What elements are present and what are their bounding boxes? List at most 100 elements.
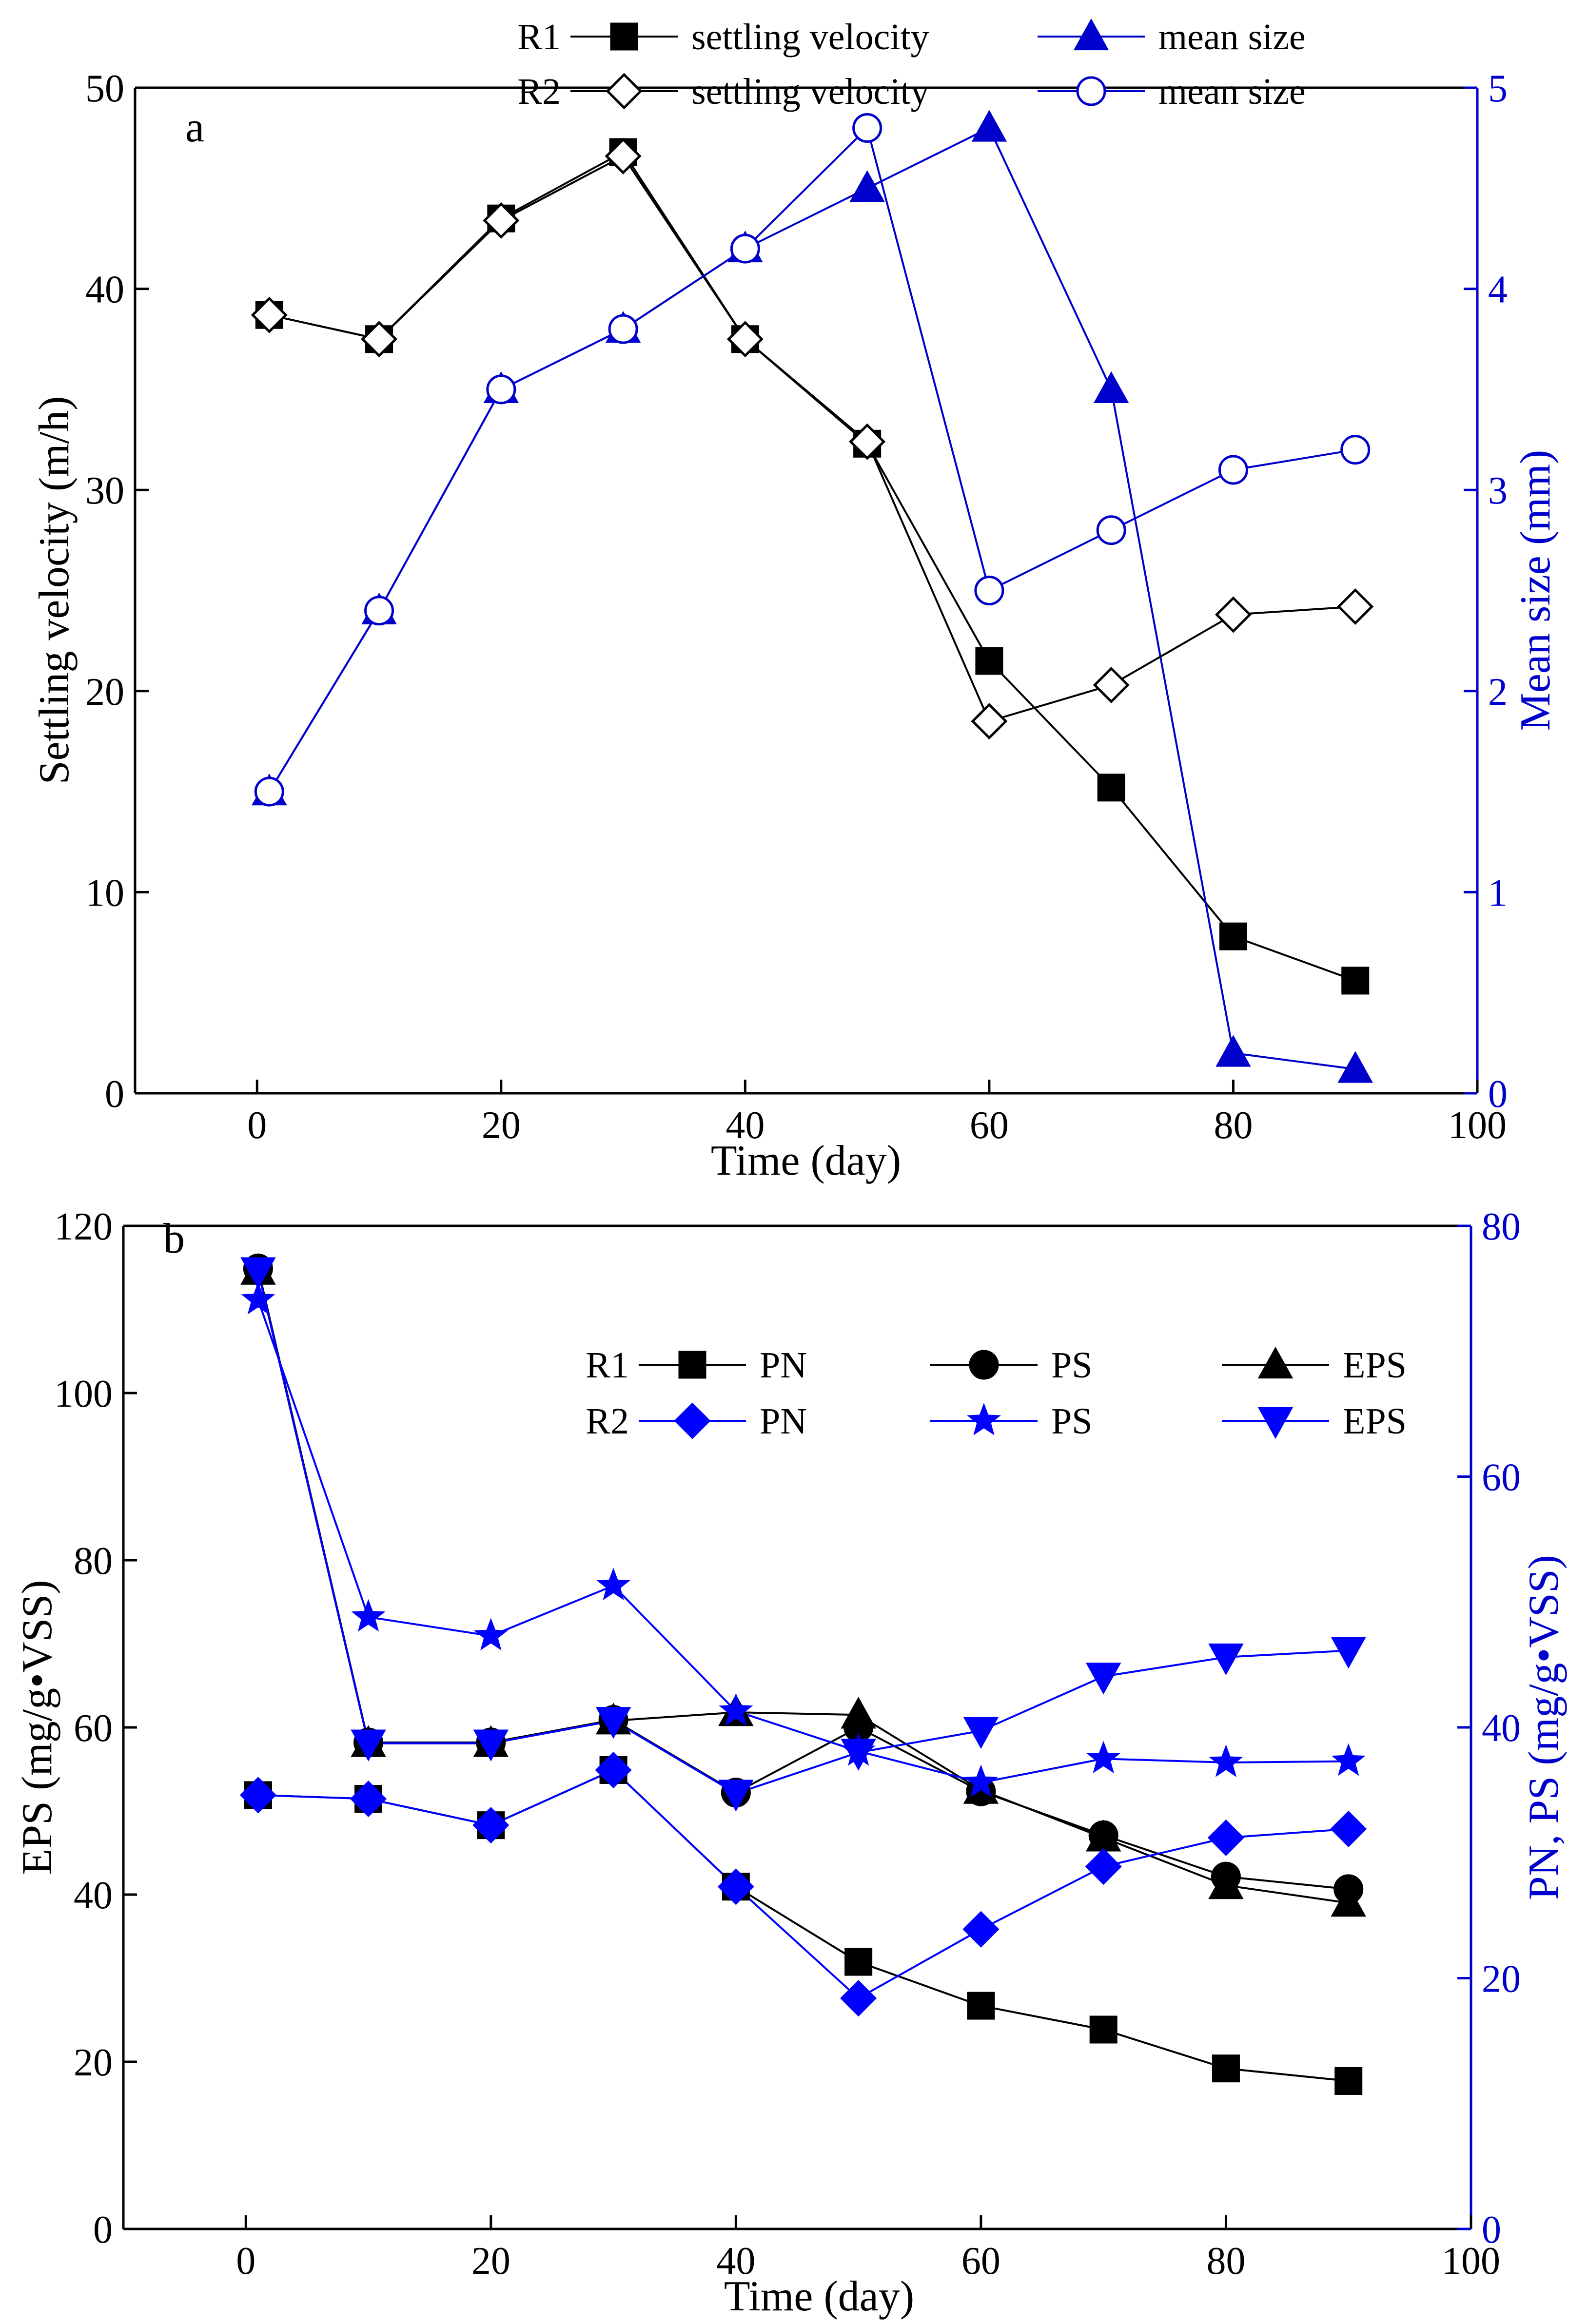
panel-b-xlabel: Time (day) — [724, 2273, 914, 2320]
b-ytick-label: 0 — [93, 2208, 113, 2251]
a-series-line-2 — [269, 155, 1355, 723]
panel-a-y2label: Mean size (mm) — [1512, 450, 1559, 731]
b-series-4-point — [241, 1281, 275, 1315]
panel-b-legend: R1 PN PS EPS R2 PN PS EPS — [586, 1345, 1407, 1442]
b-ytick-label: 100 — [54, 1373, 113, 1415]
b-legend-label: PN — [760, 1401, 807, 1442]
a-series-1-point — [1093, 371, 1129, 403]
b-legend-label: EPS — [1343, 1401, 1407, 1442]
a-series-2-point — [361, 321, 398, 358]
a-series-3-point — [1096, 515, 1126, 545]
b-series-3-point — [595, 1751, 632, 1789]
b-series-5-point — [351, 1729, 386, 1762]
b-legend-marker — [1257, 1346, 1294, 1379]
b-series-line-5 — [257, 1271, 1349, 1795]
b-series-3-point — [472, 1807, 510, 1844]
b-series-5-point — [841, 1739, 876, 1771]
a-series-1-point — [1337, 1051, 1373, 1083]
b-series-5-point — [1085, 1663, 1121, 1695]
b-series-3-point — [840, 1980, 877, 2017]
a-series-2-point — [849, 423, 886, 460]
a-ytick-label: 0 — [105, 1073, 124, 1116]
a-y2tick-label: 0 — [1488, 1073, 1508, 1116]
b-legend-marker — [1257, 1407, 1294, 1439]
b-legend-label: PS — [1051, 1345, 1093, 1386]
a-xtick-label: 0 — [247, 1104, 267, 1147]
b-legend-label: EPS — [1343, 1345, 1407, 1386]
b-ytick-label: 120 — [54, 1205, 113, 1248]
a-legend-label: settling velocity — [691, 71, 929, 112]
panel-b-letter: b — [163, 1215, 185, 1262]
a-series-2-point — [1337, 588, 1374, 625]
a-series-0-point — [1219, 922, 1247, 950]
a-series-2-point — [726, 321, 764, 358]
b-series-3-point — [350, 1781, 387, 1818]
b-xtick-label: 0 — [236, 2240, 255, 2283]
a-series-2-point — [483, 202, 520, 239]
a-ytick-label: 40 — [85, 269, 124, 311]
b-series-0-point — [1212, 2054, 1240, 2083]
panel-b-y2label: PN, PS (mg/g•VSS) — [1520, 1555, 1568, 1900]
a-xtick-label: 40 — [725, 1104, 765, 1147]
b-y2tick-label: 40 — [1482, 1707, 1521, 1750]
a-series-1-point — [849, 170, 885, 202]
a-legend-marker — [610, 22, 638, 51]
b-xtick-label: 100 — [1442, 2240, 1500, 2283]
a-legend-group-label: R2 — [517, 71, 561, 112]
b-series-3-point — [962, 1911, 1000, 1948]
a-ytick-label: 10 — [85, 872, 124, 914]
b-legend-marker — [969, 1350, 999, 1380]
b-series-5-point — [963, 1717, 999, 1749]
a-y2tick-label: 2 — [1488, 671, 1508, 714]
b-series-5-point — [473, 1729, 509, 1762]
a-y2tick-label: 3 — [1488, 469, 1508, 512]
b-y2tick-label: 0 — [1482, 2208, 1501, 2251]
b-legend-marker — [966, 1403, 1001, 1435]
b-y2tick-label: 80 — [1482, 1205, 1521, 1248]
b-y2tick-label: 20 — [1482, 1958, 1521, 2001]
b-legend-group-label: R2 — [586, 1401, 629, 1442]
a-series-line-3 — [268, 126, 1356, 793]
b-legend-marker — [678, 1351, 706, 1379]
b-y2tick-label: 60 — [1482, 1456, 1521, 1499]
a-legend-marker — [1073, 18, 1109, 51]
b-xtick-label: 60 — [961, 2240, 1000, 2283]
a-series-3-point — [254, 776, 284, 807]
a-series-3-point — [730, 233, 760, 264]
a-series-2-point — [251, 296, 288, 333]
b-series-2-point — [1208, 1867, 1244, 1899]
a-y2tick-label: 1 — [1488, 872, 1508, 914]
b-series-4-point — [963, 1764, 998, 1798]
a-y2tick-label: 5 — [1488, 67, 1508, 110]
a-legend-marker — [606, 73, 643, 110]
a-series-2-point — [971, 703, 1008, 740]
b-ytick-label: 80 — [74, 1540, 113, 1583]
a-y2tick-label: 4 — [1488, 269, 1508, 311]
b-series-5-point — [1331, 1637, 1366, 1669]
b-series-3-point — [1085, 1848, 1122, 1885]
b-ytick-label: 20 — [74, 2041, 113, 2084]
b-series-4-point — [473, 1618, 508, 1651]
a-xtick-label: 20 — [482, 1104, 521, 1147]
b-series-5-point — [240, 1257, 276, 1289]
panel-a-xlabel: Time (day) — [711, 1137, 901, 1184]
b-xtick-label: 20 — [471, 2240, 510, 2283]
a-series-3-point — [1340, 435, 1371, 465]
a-legend-marker — [1076, 76, 1106, 106]
b-ytick-label: 60 — [74, 1707, 113, 1750]
a-series-1-point — [1216, 1035, 1251, 1067]
b-series-0-point — [1089, 2015, 1117, 2044]
b-series-3-point — [1207, 1819, 1244, 1856]
b-series-3-point — [239, 1777, 276, 1814]
panel-a-legend: R1 settling velocity mean size R2 settling v… — [517, 17, 1305, 112]
b-series-4-point — [1209, 1744, 1243, 1777]
b-series-0-point — [967, 1992, 995, 2020]
b-series-4-point — [351, 1599, 386, 1632]
b-series-4-point — [1086, 1741, 1121, 1774]
b-series-0-point — [1334, 2067, 1363, 2095]
a-series-3-point — [974, 576, 1004, 605]
a-series-0-point — [1341, 967, 1370, 995]
